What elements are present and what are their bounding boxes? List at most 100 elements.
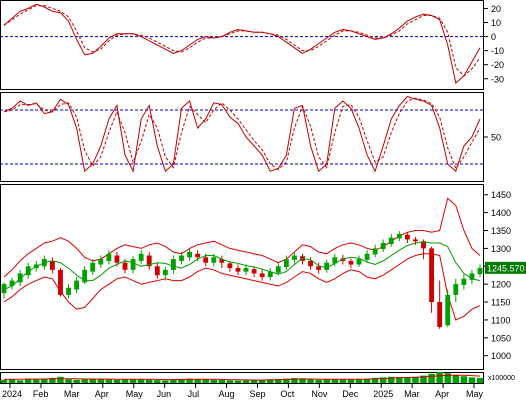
candle-body: [267, 271, 273, 277]
volume-bar: [299, 378, 306, 383]
candle: [74, 277, 80, 294]
candle: [469, 269, 475, 285]
momentum-panel: 20 10 0 -10 -20 -30: [0, 0, 504, 90]
last-value-label: 1245.570: [487, 263, 525, 273]
volume-panel: [0, 372, 484, 384]
candle-body: [348, 260, 354, 265]
volume-bar: [113, 379, 121, 383]
candle: [251, 266, 257, 277]
candle-body: [332, 257, 338, 264]
candle-body: [66, 287, 71, 295]
volume-bar: [226, 380, 234, 383]
candle-body: [219, 259, 225, 263]
candle-body: [171, 259, 176, 270]
candle: [146, 251, 152, 270]
candle-body: [138, 253, 144, 261]
candle-body: [235, 268, 241, 272]
candle-body: [179, 255, 184, 261]
volume-bar: [16, 380, 24, 383]
panel-frame: [0, 372, 484, 384]
candle: [275, 262, 281, 276]
momentum-tick-label: 20: [491, 4, 501, 14]
volume-bar: [178, 379, 185, 383]
x-axis: 2024 Feb Mar Apr May Jun Jul Aug Sep Oct Nov Dec 202…: [2, 384, 484, 399]
candle-body: [9, 280, 15, 286]
momentum-tick-label: -30: [491, 74, 504, 84]
candle-body: [340, 258, 346, 261]
oscillator-signal-line: [3, 97, 481, 171]
candle: [98, 255, 104, 269]
volume-bar: [73, 379, 80, 383]
candle: [122, 259, 128, 274]
price-tick-label: 1300: [491, 244, 511, 254]
x-tick-label: Feb: [33, 389, 49, 399]
candle: [58, 268, 63, 297]
volume-bar: [379, 377, 387, 383]
momentum-tick-label: -20: [491, 60, 504, 70]
price-tick-label: 1150: [491, 298, 510, 308]
x-tick-label: Aug: [219, 389, 235, 399]
candle: [25, 262, 31, 279]
x-tick-label: 2025: [373, 389, 393, 399]
candle: [324, 259, 330, 273]
price-tick-label: 1100: [491, 315, 510, 325]
candle: [243, 264, 249, 276]
volume-bar: [388, 376, 395, 383]
candle-body: [130, 259, 136, 270]
candle: [1, 282, 7, 299]
panel-frame: [0, 92, 484, 182]
candle: [445, 289, 451, 328]
volume-bar: [202, 379, 209, 383]
candle: [227, 260, 233, 272]
volume-bar: [81, 379, 88, 383]
volume-bar: [137, 378, 145, 383]
volume-bar: [291, 378, 298, 383]
x-tick-label: May: [126, 389, 144, 399]
candle-body: [195, 253, 201, 258]
candle-body: [421, 241, 426, 249]
candle: [179, 251, 184, 265]
candle-body: [187, 251, 192, 258]
volume-bar: [339, 379, 347, 383]
volume-bar: [154, 380, 161, 383]
candle-body: [445, 294, 451, 326]
candle-body: [114, 255, 120, 263]
oscillator-panel: 50: [0, 92, 501, 182]
candle-body: [380, 243, 386, 250]
candle-body: [292, 255, 297, 260]
candle-body: [162, 269, 168, 276]
candle-body: [283, 259, 289, 267]
candle: [259, 269, 265, 281]
volume-bar: [436, 372, 443, 383]
x-tick-label: Mar: [64, 389, 80, 399]
volume-bar: [57, 376, 64, 383]
volume-bar: [396, 377, 403, 383]
price-tick-label: 1400: [491, 208, 511, 218]
momentum-line: [3, 3, 481, 84]
candle: [154, 262, 160, 279]
candle-body: [324, 262, 330, 270]
candle-body: [82, 269, 88, 283]
candle-body: [146, 255, 152, 267]
candle-body: [364, 253, 370, 260]
candle: [340, 254, 346, 265]
candle-body: [74, 280, 80, 290]
volume-bar: [234, 380, 242, 383]
candle: [380, 239, 386, 252]
candle-body: [259, 273, 265, 277]
x-tick-label: Jun: [157, 389, 172, 399]
candle: [187, 248, 192, 261]
volume-bar: [267, 379, 274, 383]
candle-body: [316, 266, 322, 270]
momentum-tick-label: -10: [491, 46, 504, 56]
momentum-tick-label: 0: [491, 32, 496, 42]
volume-bar: [476, 378, 484, 383]
volume-bar: [170, 379, 177, 383]
candle-body: [437, 302, 443, 328]
volume-bar: [323, 379, 330, 383]
volume-bar: [452, 375, 460, 383]
candle: [130, 256, 136, 274]
volume-bar: [347, 379, 355, 383]
candle: [171, 255, 176, 274]
